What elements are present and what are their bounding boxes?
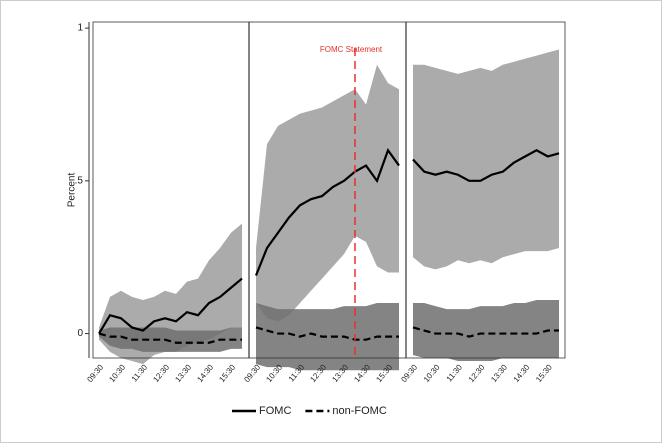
confidence-band — [256, 303, 399, 371]
legend-label: FOMC — [259, 405, 291, 417]
confidence-band — [413, 299, 559, 362]
plot-frame — [92, 21, 566, 359]
legend-label: non-FOMC — [332, 405, 386, 417]
series-line — [98, 277, 243, 335]
y-tick-label: .5 — [75, 175, 84, 186]
y-tick-label: 0 — [77, 328, 83, 339]
confidence-band — [413, 49, 559, 270]
y-tick-label: 1 — [77, 23, 83, 34]
series-line — [412, 326, 559, 338]
series-line — [254, 147, 400, 276]
annotation-text: FOMC Statement — [320, 45, 383, 54]
series-line — [255, 326, 399, 341]
y-axis-label: Percent — [67, 173, 78, 208]
confidence-band — [256, 64, 399, 322]
series-line — [98, 332, 242, 344]
confidence-band — [99, 327, 242, 352]
series-line — [412, 149, 560, 182]
